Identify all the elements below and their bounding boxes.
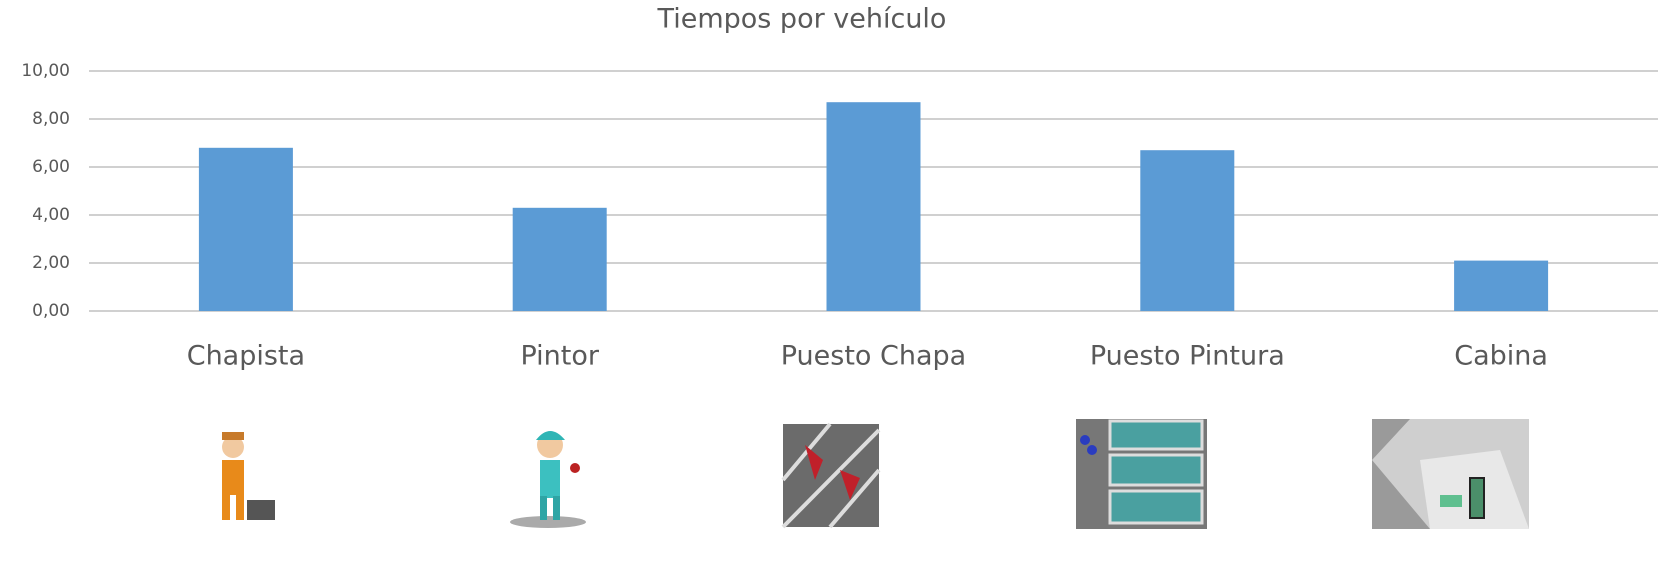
x-tick-label: Puesto Chapa: [781, 341, 966, 372]
bar: [1454, 260, 1549, 311]
cabina-icon: [1372, 419, 1529, 529]
pintor-icon: [510, 431, 586, 528]
y-tick-label: 8,00: [32, 109, 70, 129]
chart-title: Tiempos por vehículo: [657, 4, 947, 35]
y-tick-label: 10,00: [21, 61, 70, 81]
y-tick-label: 4,00: [32, 205, 70, 225]
puesto-pintura-icon: [1076, 419, 1207, 529]
bar: [198, 147, 293, 311]
icons: [198, 419, 1529, 529]
x-tick-label: Pintor: [520, 341, 599, 372]
bar: [1140, 150, 1235, 311]
bar: [826, 102, 921, 311]
chapista-icon: [198, 425, 290, 525]
bar: [512, 207, 607, 311]
x-tick-label: Cabina: [1454, 341, 1548, 372]
puesto-chapa-icon: [781, 422, 881, 529]
y-tick-label: 2,00: [32, 253, 70, 273]
x-tick-label: Chapista: [187, 341, 305, 372]
y-tick-label: 0,00: [32, 301, 70, 321]
y-tick-label: 6,00: [32, 157, 70, 177]
x-tick-label: Puesto Pintura: [1090, 341, 1285, 372]
